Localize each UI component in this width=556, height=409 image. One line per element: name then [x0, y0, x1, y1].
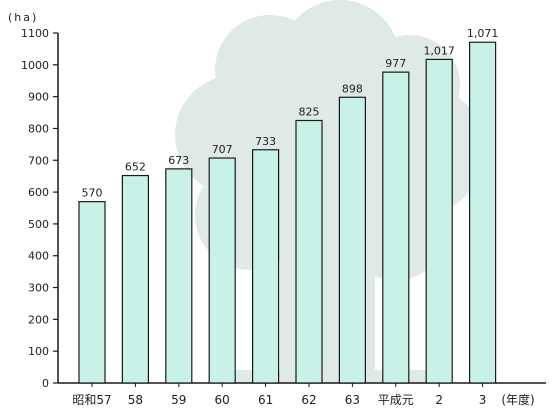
bar	[469, 41, 497, 384]
bars-group	[78, 41, 497, 384]
y-tick-label: 100	[28, 345, 49, 358]
bar-value-label: 898	[342, 82, 363, 95]
x-category-label: 平成元	[378, 393, 414, 407]
y-tick-label: 600	[28, 186, 49, 199]
x-axis-unit-label: (年度)	[501, 392, 534, 407]
y-axis-unit-label: (ha)	[8, 11, 38, 24]
x-category-label: 58	[128, 393, 143, 407]
y-tick-label: 300	[28, 282, 49, 295]
x-category-label: 60	[215, 393, 230, 407]
bar-value-label: 673	[168, 154, 189, 167]
y-tick-label: 1000	[21, 59, 49, 72]
bar	[252, 149, 280, 384]
bar-value-label: 707	[212, 143, 233, 156]
y-tick-label: 0	[42, 377, 49, 390]
bar-value-label: 1,017	[423, 44, 455, 57]
bar-value-label: 570	[82, 187, 103, 200]
y-tick-label: 800	[28, 122, 49, 135]
bar	[295, 119, 323, 384]
bar	[165, 168, 193, 384]
bar	[208, 157, 236, 384]
bar-value-label: 652	[125, 161, 146, 174]
x-category-label: 昭和57	[72, 393, 111, 407]
y-tick-label: 500	[28, 218, 49, 231]
x-category-label: 62	[301, 393, 316, 407]
y-tick-label: 400	[28, 250, 49, 263]
x-category-label: 2	[435, 393, 443, 407]
bar-value-label: 1,071	[467, 27, 499, 40]
x-category-label: 63	[345, 393, 360, 407]
y-tick-label: 900	[28, 91, 49, 104]
bar	[382, 71, 410, 384]
y-tick-label: 200	[28, 313, 49, 326]
bar	[338, 96, 366, 384]
y-tick-label: 700	[28, 154, 49, 167]
y-tick-label: 1100	[21, 27, 49, 40]
bar-value-label: 977	[385, 57, 406, 70]
bar-value-label: 733	[255, 135, 276, 148]
bar	[78, 201, 106, 384]
bar-value-label: 825	[299, 106, 320, 119]
x-category-label: 3	[479, 393, 487, 407]
bar	[425, 58, 453, 384]
x-category-label: 59	[171, 393, 186, 407]
labels-group: 0 100 200 300 400 500 600 700 800 900 1000 1100 570 昭…	[21, 27, 498, 407]
x-category-label: 61	[258, 393, 273, 407]
bar	[121, 174, 150, 384]
